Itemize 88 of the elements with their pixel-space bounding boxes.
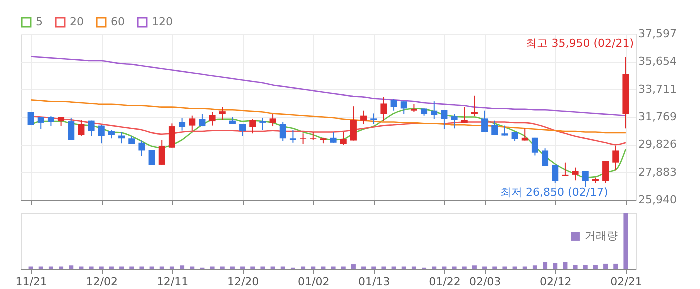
legend-label: 5: [36, 16, 43, 29]
candlestick: [380, 96, 388, 122]
candlestick: [451, 114, 458, 130]
candlestick: [179, 117, 186, 132]
candlestick: [522, 128, 528, 142]
candlestick: [542, 148, 549, 167]
bar: [624, 213, 628, 269]
candlestick: [158, 140, 166, 166]
candlestick: [168, 123, 176, 148]
bar: [532, 266, 538, 269]
x-tick-label: 12/02: [86, 276, 118, 288]
bar: [351, 264, 356, 269]
y-tick-label: 27,883: [638, 166, 677, 179]
x-tick-label: 01/02: [298, 276, 330, 288]
bar: [553, 263, 558, 269]
x-tick-label: 02/21: [610, 276, 642, 288]
candlestick: [552, 164, 559, 184]
candlestick: [290, 130, 296, 144]
y-tick-label: 25,940: [638, 194, 677, 206]
bar: [543, 262, 548, 269]
candlestick: [138, 140, 146, 157]
legend-label: 20: [70, 16, 84, 29]
candlestick: [300, 133, 307, 145]
bar: [583, 265, 588, 269]
candlestick: [250, 118, 256, 134]
candlestick: [38, 116, 44, 130]
candlestick: [280, 122, 286, 142]
y-tick-label: 33,711: [638, 82, 677, 96]
y-tick-label: 31,769: [638, 110, 677, 124]
candlestick: [240, 124, 246, 137]
bar: [472, 266, 477, 269]
bar: [69, 266, 74, 269]
x-tick-label: 01/22: [429, 276, 461, 288]
candlestick: [310, 132, 317, 141]
bar: [604, 264, 608, 269]
candlestick: [68, 117, 75, 141]
candlestick: [189, 115, 196, 132]
candlestick: [400, 101, 408, 115]
candlestick: [602, 160, 610, 184]
x-tick-label: 02/03: [469, 276, 502, 288]
candlestick: [431, 101, 438, 120]
candlestick: [532, 137, 538, 156]
candlestick: [260, 117, 266, 131]
candlestick: [502, 125, 508, 136]
y-tick-label: 29,826: [638, 138, 677, 152]
candlestick: [360, 110, 368, 125]
x-tick-label: 12/11: [156, 276, 189, 288]
bar: [593, 265, 598, 269]
candlestick: [340, 132, 347, 146]
candlestick: [562, 162, 569, 177]
annotation: 최저 26,850 (02/17): [500, 186, 608, 199]
bar: [614, 264, 618, 269]
candlestick: [219, 106, 226, 121]
candlestick: [512, 132, 518, 142]
candlestick: [199, 114, 206, 128]
x-tick-label: 01/13: [358, 276, 390, 288]
candlestick: [482, 110, 488, 133]
candlestick: [48, 116, 54, 128]
x-tick-label: 12/20: [227, 276, 260, 288]
legend-label: 거래량: [585, 230, 618, 242]
candlestick: [350, 106, 357, 142]
legend-label: 60: [111, 16, 125, 29]
candlestick: [572, 167, 579, 182]
candlestick: [148, 150, 156, 165]
bar: [563, 262, 568, 269]
candlestick: [612, 145, 620, 172]
candlestick: [370, 113, 378, 125]
candlestick: [461, 106, 468, 124]
y-tick-label: 35,654: [638, 55, 677, 68]
candlestick: [471, 95, 478, 118]
candlestick: [98, 124, 105, 144]
candlestick: [441, 110, 448, 130]
x-tick-label: 02/12: [540, 276, 572, 288]
y-tick-label: 37,597: [638, 28, 677, 40]
candlestick: [88, 120, 95, 137]
candlestick: [209, 112, 216, 126]
candlestick: [492, 120, 498, 136]
candlestick: [330, 132, 337, 144]
candlestick: [78, 120, 85, 137]
x-tick-label: 11/21: [16, 276, 48, 288]
candlestick: [390, 98, 398, 112]
bar: [573, 265, 578, 269]
bar: [180, 266, 185, 269]
line-series: [30, 56, 627, 116]
candlestick: [270, 114, 276, 128]
annotation: 최고 35,950 (02/21): [526, 37, 634, 50]
legend-label: 120: [152, 16, 173, 29]
candlestick: [582, 170, 589, 188]
